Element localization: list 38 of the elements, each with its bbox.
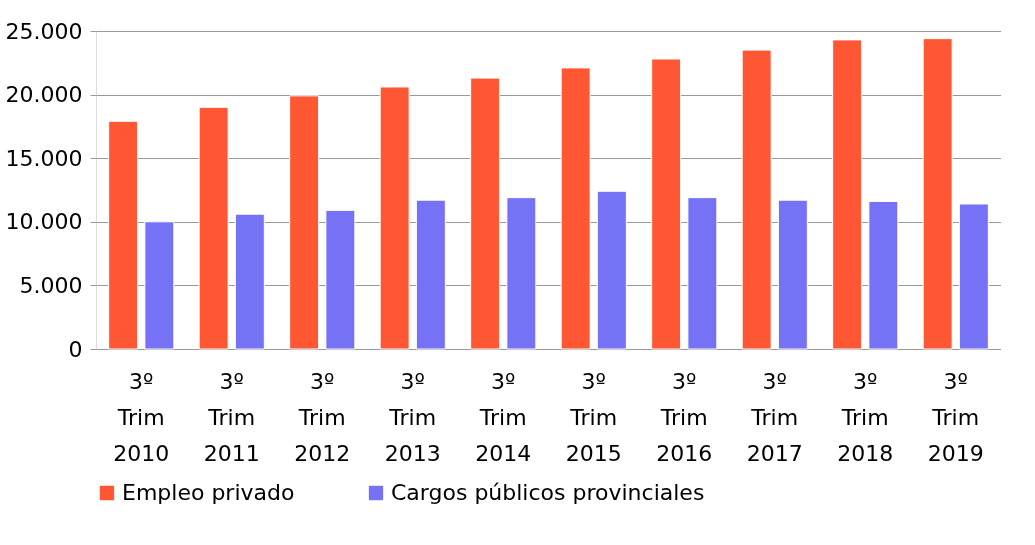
y-tick-label: 5.000: [19, 272, 83, 298]
x-tick-label: 3º Trim 2010: [113, 368, 170, 466]
bar: [596, 190, 627, 350]
bar: [777, 199, 808, 350]
bar: [325, 209, 356, 350]
y-tick-label: 25.000: [5, 18, 83, 44]
bar: [832, 39, 863, 350]
bar: [108, 120, 139, 350]
x-tick-label: 3º Trim 2016: [656, 368, 713, 466]
bar: [868, 200, 899, 350]
bar: [289, 95, 320, 350]
bar: [651, 58, 682, 350]
bar: [922, 38, 953, 350]
x-tick-label: 3º Trim 2014: [475, 368, 532, 466]
bar: [560, 67, 591, 350]
x-tick-label: 3º Trim 2015: [565, 368, 622, 466]
bar: [144, 221, 175, 350]
legend-label: Cargos públicos provinciales: [391, 480, 705, 505]
bar: [958, 203, 989, 350]
y-tick-label: 15.000: [5, 145, 83, 171]
x-tick-label: 3º Trim 2019: [927, 368, 984, 466]
y-tick-label: 0: [68, 336, 83, 362]
bar: [198, 106, 229, 350]
x-tick-label: 3º Trim 2018: [837, 368, 894, 466]
legend-label: Empleo privado: [122, 480, 295, 505]
bar: [741, 49, 772, 350]
x-tick-label: 3º Trim 2011: [203, 368, 260, 466]
x-tick-label: 3º Trim 2017: [746, 368, 803, 466]
bar: [415, 199, 446, 350]
bar: [234, 213, 265, 350]
bar: [470, 77, 501, 350]
bar: [379, 86, 410, 350]
x-tick-label: 3º Trim 2012: [294, 368, 351, 466]
y-tick-label: 10.000: [5, 209, 83, 235]
bar: [687, 197, 718, 350]
y-tick-label: 20.000: [5, 82, 83, 108]
x-tick-label: 3º Trim 2013: [384, 368, 441, 466]
bar: [506, 197, 537, 350]
